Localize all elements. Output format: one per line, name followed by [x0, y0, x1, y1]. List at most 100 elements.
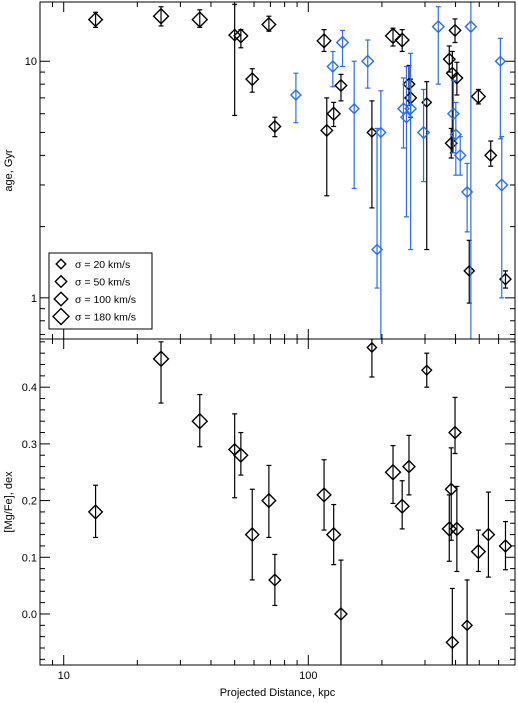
data-point — [361, 39, 375, 89]
data-point — [233, 28, 249, 49]
diamond-marker — [484, 148, 498, 163]
x-axis-title: Projected Distance, kpc — [220, 687, 336, 699]
data-point — [394, 480, 410, 530]
diamond-marker — [384, 27, 402, 45]
data-point — [448, 18, 462, 44]
diamond-marker — [191, 412, 209, 430]
diamond-marker — [444, 136, 458, 151]
data-point — [484, 140, 498, 167]
diamond-marker — [431, 19, 446, 34]
diamond-marker — [366, 126, 378, 139]
diamond-marker — [335, 35, 350, 50]
data-point — [441, 494, 458, 562]
diamond-marker — [470, 543, 487, 560]
diamond-marker — [320, 123, 334, 138]
data-point — [384, 27, 402, 47]
data-point — [470, 88, 487, 105]
data-point — [366, 100, 378, 209]
data-point — [420, 352, 433, 388]
diamond-marker — [444, 482, 458, 496]
diamond-marker — [449, 521, 465, 537]
diamond-marker — [333, 607, 348, 621]
legend-box — [48, 252, 153, 330]
data-point — [449, 101, 462, 176]
y-tick-label: 0.0 — [22, 609, 37, 621]
legend-label: σ = 180 km/s — [75, 312, 136, 324]
data-point — [245, 68, 260, 93]
legend-marker — [53, 291, 69, 307]
mgfe-data-points — [87, 339, 513, 665]
y-tick-label: 10 — [25, 56, 37, 68]
data-point — [495, 136, 509, 299]
diamond-marker — [233, 447, 249, 463]
y-tick-label: 0.4 — [22, 382, 37, 394]
legend-label: σ = 100 km/s — [75, 294, 136, 306]
mgfe-axis-title: [Mg/Fe], dex — [3, 471, 15, 533]
age-axis-title: age, Gyr — [3, 149, 15, 192]
y-tick-label: 0.1 — [22, 552, 37, 564]
mgfe-panel: 10 100 0.0 0.1 0.2 0.3 0.4 [Mg/Fe], dex Projec… — [3, 338, 516, 699]
diamond-marker — [191, 11, 209, 29]
data-point — [494, 37, 507, 140]
data-point — [333, 559, 348, 665]
diamond-marker — [316, 33, 332, 49]
diamond-marker — [394, 32, 410, 48]
diamond-marker — [402, 459, 416, 474]
data-point — [384, 444, 402, 505]
data-point — [481, 491, 496, 578]
data-point — [442, 45, 456, 73]
data-point — [268, 116, 282, 138]
data-point — [499, 270, 512, 289]
diamond-marker — [261, 16, 277, 33]
data-point — [445, 587, 460, 665]
y-tick-label: 0.2 — [22, 496, 37, 508]
diamond-marker — [244, 527, 260, 543]
diamond-marker — [416, 125, 431, 140]
diamond-marker — [453, 148, 467, 162]
diamond-marker — [461, 619, 474, 632]
data-point — [394, 29, 410, 53]
diamond-marker — [289, 89, 302, 101]
data-point — [463, 239, 476, 304]
data-point — [498, 520, 513, 571]
data-point — [261, 464, 277, 539]
diamond-marker — [404, 102, 418, 116]
data-point — [335, 29, 350, 68]
diamond-marker — [152, 350, 170, 368]
data-point — [449, 485, 465, 573]
diamond-marker — [442, 52, 456, 66]
data-point — [191, 9, 209, 29]
diamond-marker — [245, 71, 260, 87]
data-point — [244, 488, 260, 581]
y-tick-label: 1 — [31, 293, 37, 305]
data-point — [375, 90, 387, 339]
data-point — [470, 529, 487, 573]
diamond-marker — [326, 60, 340, 73]
diamond-marker — [445, 635, 460, 650]
diamond-marker — [470, 88, 487, 105]
data-point — [152, 341, 170, 404]
data-point — [404, 52, 418, 251]
data-point — [233, 431, 249, 476]
diamond-marker — [228, 28, 242, 42]
data-point — [289, 72, 302, 124]
diamond-marker — [325, 526, 342, 543]
diamond-marker — [366, 341, 378, 354]
diamond-marker — [463, 264, 476, 277]
mgfe-panel-frame — [39, 338, 516, 666]
data-point — [316, 459, 332, 531]
diamond-marker — [481, 527, 496, 542]
age-points-clip — [87, 2, 512, 339]
diamond-marker — [384, 463, 402, 481]
diamond-marker — [498, 538, 513, 553]
diamond-marker — [464, 20, 478, 34]
data-point — [461, 579, 474, 665]
diamond-marker — [87, 504, 104, 520]
data-point — [87, 484, 104, 539]
data-point — [191, 393, 209, 448]
x-tick-label: 10 — [58, 670, 70, 682]
diamond-marker — [268, 573, 282, 587]
data-point — [446, 79, 460, 154]
diamond-marker — [394, 498, 410, 515]
